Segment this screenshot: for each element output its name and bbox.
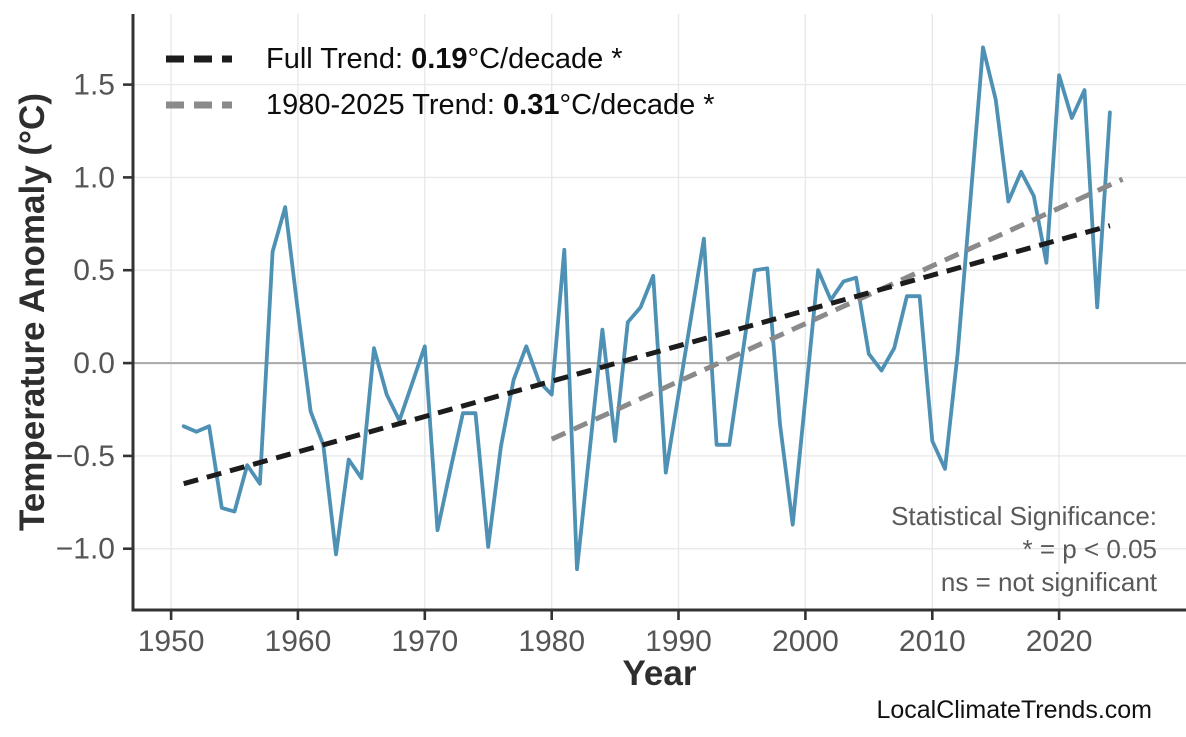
legend-label-full-trend: Full Trend: 0.19°C/decade * xyxy=(266,43,623,76)
y-axis-title: Temperature Anomaly (°C) xyxy=(13,93,52,531)
x-axis-title: Year xyxy=(622,654,697,693)
full-trend-line xyxy=(183,223,1111,487)
subset-trend-line xyxy=(550,176,1124,442)
x-tick-label: 2010 xyxy=(899,625,966,658)
vertical-gridlines xyxy=(170,14,1060,610)
legend-label-prefix: 1980-2025 Trend: xyxy=(266,88,504,121)
x-tick-label: 1970 xyxy=(391,625,458,658)
legend-label-suffix: °C/decade * xyxy=(467,42,623,75)
y-tick-label: 0.0 xyxy=(73,347,115,380)
legend-label-value: 0.19 xyxy=(411,42,468,75)
x-tick-label: 1960 xyxy=(265,625,332,658)
y-tick-label: 1.0 xyxy=(73,161,115,194)
x-tick-label: 1950 xyxy=(138,625,205,658)
y-tick-label: −1.0 xyxy=(56,533,115,566)
legend-label-value: 0.31 xyxy=(503,88,560,121)
watermark-text: LocalClimateTrends.com xyxy=(876,696,1152,724)
black-dashed-line-swatch xyxy=(166,55,232,63)
y-tick-label: 1.5 xyxy=(73,69,115,102)
horizontal-gridlines xyxy=(133,83,1186,550)
x-tick-label: 1980 xyxy=(518,625,585,658)
anomaly-line-series xyxy=(181,45,1112,572)
significance-line: * = p < 0.05 xyxy=(1022,534,1157,564)
y-tick-label: −0.5 xyxy=(56,440,115,473)
x-tick-label: 1990 xyxy=(645,625,712,658)
y-tick-label: 0.5 xyxy=(73,254,115,287)
x-tick-label: 2000 xyxy=(772,625,839,658)
legend-label-suffix: °C/decade * xyxy=(559,88,715,121)
legend-label-1980-2025-trend: 1980-2025 Trend: 0.31°C/decade * xyxy=(266,89,715,122)
significance-annotation: Statistical Significance: * = p < 0.05 n… xyxy=(891,500,1157,599)
axis-tick-labels: 1950 1960 1970 1980 1990 2000 2010 2020 −1.0 −0.5… xyxy=(56,69,1093,658)
x-tick-label: 2020 xyxy=(1026,625,1093,658)
axis-ticks xyxy=(123,83,1061,620)
legend-item-1980-2025-trend: 1980-2025 Trend: 0.31°C/decade * xyxy=(166,82,715,128)
chart-legend: Full Trend: 0.19°C/decade * 1980-2025 Tr… xyxy=(166,36,715,128)
legend-label-prefix: Full Trend: xyxy=(266,42,412,75)
gray-dashed-line-swatch xyxy=(166,101,232,109)
significance-line: Statistical Significance: xyxy=(891,501,1157,531)
legend-item-full-trend: Full Trend: 0.19°C/decade * xyxy=(166,36,715,82)
significance-line: ns = not significant xyxy=(940,567,1157,597)
